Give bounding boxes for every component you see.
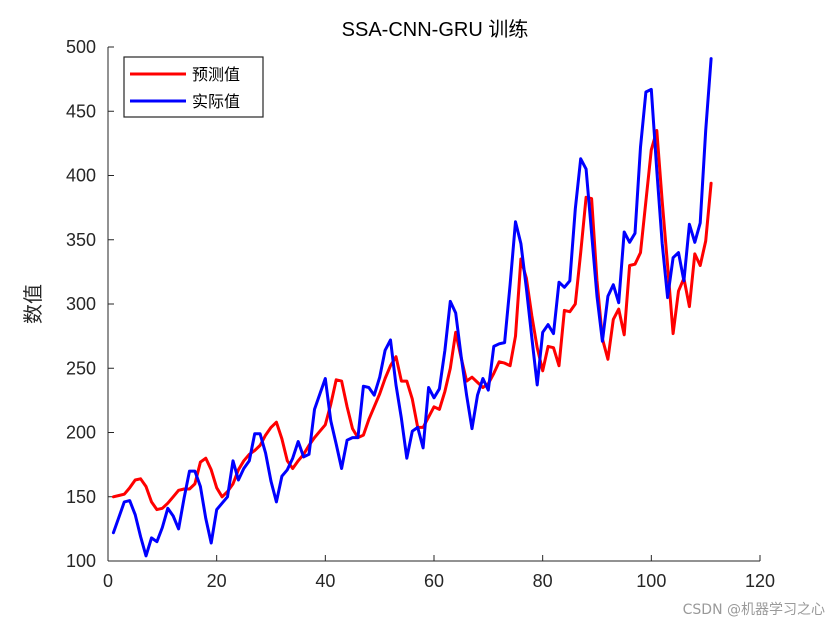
x-tick-label: 120	[745, 571, 775, 591]
x-tick-label: 0	[103, 571, 113, 591]
y-tick-label: 250	[66, 358, 96, 378]
chart-title: SSA-CNN-GRU 训练	[342, 18, 529, 41]
x-tick-label: 60	[424, 571, 444, 591]
y-axis-label: 数值	[21, 284, 45, 324]
y-tick-label: 200	[66, 423, 96, 443]
series-line-2	[111, 57, 713, 558]
axes: 0 20 40 60 80 100 120 100 150 200 250 300 350 400 450 5…	[66, 37, 775, 591]
series-layer	[111, 57, 713, 558]
y-tick-label: 500	[66, 37, 96, 57]
y-tick-label: 300	[66, 294, 96, 314]
y-tick-label: 400	[66, 166, 96, 186]
y-tick-label: 150	[66, 487, 96, 507]
y-tick-label: 350	[66, 230, 96, 250]
series-line-1	[111, 129, 713, 512]
legend-label-1: 预测值	[192, 65, 240, 84]
watermark: CSDN @机器学习之心	[683, 602, 825, 618]
x-tick-label: 80	[533, 571, 553, 591]
x-tick-label: 20	[207, 571, 227, 591]
y-tick-label: 100	[66, 551, 96, 571]
legend-box	[123, 56, 264, 118]
y-tick-label: 450	[66, 101, 96, 121]
x-tick-label: 100	[636, 571, 666, 591]
legend-label-2: 实际值	[192, 92, 240, 111]
x-tick-label: 40	[315, 571, 335, 591]
